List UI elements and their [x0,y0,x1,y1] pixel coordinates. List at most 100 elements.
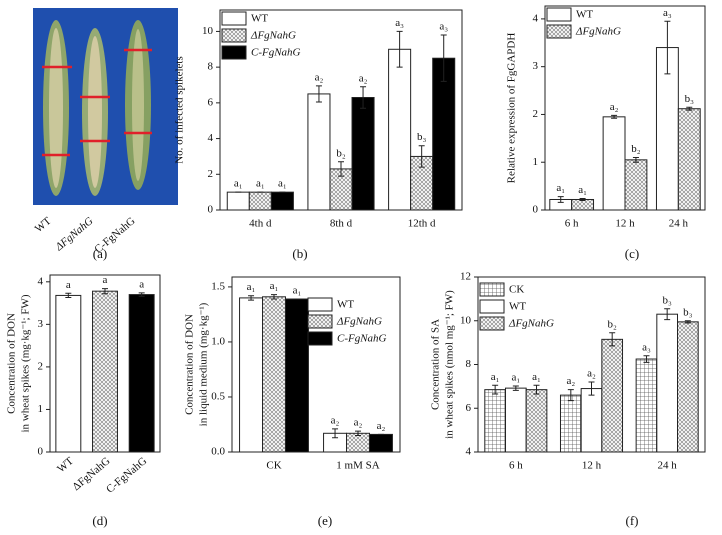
panel-label: (a) [93,246,107,261]
x-tick-label: 4th d [249,218,272,230]
bar [368,433,393,453]
legend-swatch [221,45,247,60]
error-bar [579,198,586,201]
legend-label: WT [251,13,268,25]
y-tick-label: 1 [533,156,539,168]
significance-letter: a [66,279,71,291]
y-tick-label: 1.5 [211,280,225,292]
bar [677,321,699,453]
significance-letter: b₂ [608,318,618,330]
bar [346,432,370,453]
bar [525,389,548,453]
error-bar [315,85,322,103]
y-tick-label: 6 [208,96,214,108]
bar [284,298,309,453]
legend-swatch [307,297,333,312]
significance-letter: a₂ [377,420,386,432]
y-tick-label: 0.0 [211,446,225,458]
y-axis-label: Concentration of SA [430,319,442,410]
y-tick-label: 3 [38,318,44,330]
x-tick-label: 1 mM SA [336,460,379,472]
legend-swatch [546,24,572,39]
significance-letter: a₂ [315,71,324,83]
significance-letter: b₂ [631,143,641,155]
error-bar [271,294,277,300]
error-bar [102,288,108,295]
error-bar [684,320,691,324]
x-tick-label: WT [55,455,76,475]
significance-letter: a₁ [278,178,287,190]
significance-letter: b₃ [685,93,695,105]
significance-letter: a₁ [532,371,541,383]
bar [128,294,155,453]
x-tick-label: CK [266,460,281,472]
bar [504,387,527,453]
significance-letter: b₂ [336,147,346,159]
bar [559,394,582,453]
y-axis-label: No. of infected spikelets [174,56,186,164]
y-axis-label: Concentration of DON [6,313,18,414]
bar [484,389,506,453]
legend-label: C-FgNahG [251,47,301,59]
significance-letter: a₂ [354,417,363,429]
significance-letter: b₃ [683,306,693,318]
x-tick-label: 24 h [669,218,689,230]
error-bar [632,156,639,163]
error-bar [664,308,671,321]
x-tick-label: 6 h [509,460,523,472]
y-axis-label: Concentration of DON [184,314,196,415]
x-tick-label: 12 h [582,460,602,472]
y-tick-label: 0 [38,446,44,458]
legend-swatch [307,331,333,346]
error-bar [65,292,72,299]
bar [55,294,82,453]
bar [248,191,272,211]
bar [635,358,658,453]
error-bar [332,428,339,439]
y-tick-label: 0.5 [211,390,225,402]
legend-label: ΔFgNahG [336,316,382,328]
bar [270,191,294,211]
legend-label: WT [576,9,593,21]
significance-letter: a₁ [578,184,587,196]
error-bar [355,430,361,436]
y-tick-label: 10 [460,314,472,326]
error-bar [440,34,447,82]
x-tick-label: 24 h [658,460,678,472]
bar [307,93,331,211]
error-bar [396,30,403,68]
significance-letter: a₁ [556,182,565,194]
y-tick-label: 1.0 [211,335,225,347]
photo-label: WT [33,215,54,235]
error-bar [248,295,255,301]
x-tick-label: 12 h [615,218,635,230]
y-tick-label: 0 [533,204,539,216]
y-tick-label: 4 [208,132,214,144]
error-bar [643,355,650,363]
y-tick-label: 0 [208,204,214,216]
y-axis-label: in wheat spikes (mg·kg⁻¹; FW) [20,294,32,432]
significance-letter: a₁ [247,281,256,293]
significance-letter: a₁ [293,285,302,297]
x-tick-label: 8th d [330,218,353,230]
significance-letter: a₂ [587,368,596,380]
significance-letter: a₁ [234,178,243,190]
y-tick-label: 6 [466,402,472,414]
significance-letter: a₁ [256,178,265,190]
y-tick-label: 4 [466,446,472,458]
significance-letter: b₃ [417,131,427,143]
significance-letter: a₁ [270,280,279,292]
bar [624,159,648,211]
y-axis-label: in wheat spikes (nmol mg⁻¹; FW) [444,290,456,439]
bar [351,97,375,211]
significance-letter: a₃ [395,17,404,29]
error-bar [557,196,564,203]
error-bar [588,381,595,396]
bar [602,116,626,211]
bar [571,198,595,211]
significance-letter: a [103,274,108,286]
panel-label: (b) [292,246,307,261]
y-tick-label: 2 [208,168,214,180]
legend-swatch [479,299,505,314]
